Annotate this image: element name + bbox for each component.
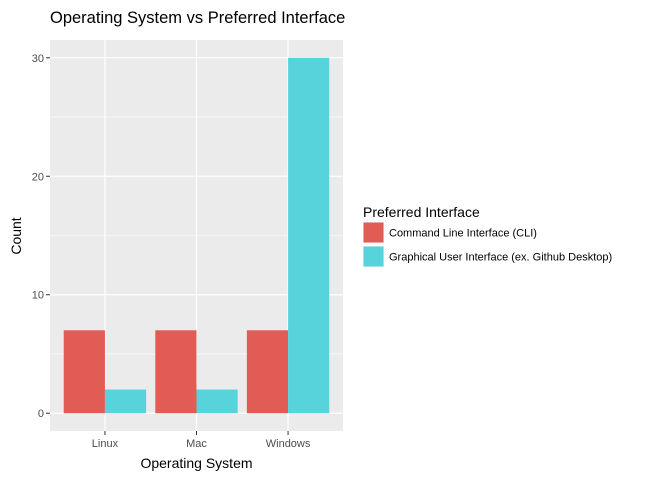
x-tick-label: Linux: [92, 438, 119, 450]
legend-swatch: [363, 222, 384, 243]
y-tick-label: 10: [32, 290, 44, 302]
legend-label: Command Line Interface (CLI): [389, 228, 537, 240]
x-tick-label: Windows: [266, 438, 311, 450]
bars: [63, 57, 330, 414]
legend-swatch: [363, 246, 384, 267]
bar-windows-series-1: [246, 330, 289, 414]
bar-windows-series-2: [288, 57, 330, 414]
legend-title: Preferred Interface: [363, 204, 480, 220]
legend-label: Graphical User Interface (ex. Github Des…: [389, 252, 612, 264]
bar-linux-series-1: [63, 330, 105, 414]
bar-mac-series-2: [196, 389, 238, 414]
chart-title: Operating System vs Preferred Interface: [50, 9, 345, 27]
bar-mac-series-1: [155, 330, 197, 414]
legend: Preferred Interface Command Line Interfa…: [363, 204, 612, 267]
y-axis: 0 10 20 30: [32, 53, 50, 420]
bar-linux-series-2: [104, 389, 147, 414]
y-tick-label: 30: [32, 53, 44, 65]
x-axis-title: Operating System: [140, 455, 252, 471]
x-axis: Linux Mac Windows: [92, 431, 311, 450]
y-tick-label: 20: [32, 171, 44, 183]
y-axis-title: Count: [8, 217, 24, 254]
y-tick-label: 0: [38, 408, 44, 420]
x-tick-label: Mac: [186, 438, 207, 450]
